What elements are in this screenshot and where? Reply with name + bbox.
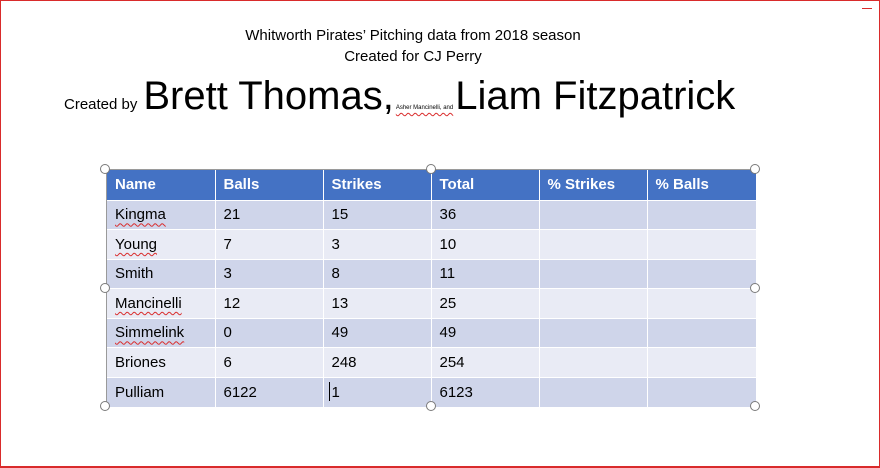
table-cell-name[interactable]: Kingma bbox=[107, 199, 216, 230]
slide-title[interactable]: Whitworth Pirates’ Pitching data from 20… bbox=[245, 27, 581, 44]
table-cell-pct-strikes[interactable] bbox=[539, 317, 648, 348]
table-row: Pulliam 6122 1 6123 bbox=[107, 376, 756, 407]
table-cell-pct-balls[interactable] bbox=[647, 347, 756, 377]
column-header[interactable]: Name bbox=[107, 170, 216, 200]
author-brett-thomas: Brett Thomas, bbox=[143, 74, 394, 118]
table-row: Smith 3 8 11 bbox=[107, 258, 756, 289]
table-row: Simmelink 0 49 49 bbox=[107, 317, 756, 348]
table-cell-strikes[interactable]: 15 bbox=[323, 199, 432, 230]
table-cell-name[interactable]: Pulliam bbox=[107, 376, 216, 407]
byline[interactable]: Created by Brett Thomas, Asher Mancinelli,… bbox=[64, 74, 735, 122]
table-cell-strikes[interactable]: 8 bbox=[323, 258, 432, 289]
table-cell-balls[interactable]: 12 bbox=[215, 288, 324, 318]
resize-handle-middle-right[interactable] bbox=[750, 283, 760, 293]
pitching-table[interactable]: Name Balls Strikes Total% Strikes% Balls Ki… bbox=[106, 169, 756, 407]
byline-prefix: Created by bbox=[64, 96, 138, 113]
table-cell-total[interactable]: 25 bbox=[431, 288, 540, 318]
table-cell-total[interactable]: 10 bbox=[431, 229, 540, 259]
table-cell-balls[interactable]: 6122 bbox=[215, 376, 324, 407]
table-cell-pct-strikes[interactable] bbox=[539, 347, 648, 377]
table-row: Briones 6 248 254 bbox=[107, 347, 756, 377]
table-cell-name[interactable]: Mancinelli bbox=[107, 288, 216, 318]
table-cell-total[interactable]: 6123 bbox=[431, 376, 540, 407]
resize-handle-top-right[interactable] bbox=[750, 164, 760, 174]
table-cell-pct-balls[interactable] bbox=[647, 258, 756, 289]
table-cell-balls[interactable]: 6 bbox=[215, 347, 324, 377]
table-cell-balls[interactable]: 21 bbox=[215, 199, 324, 230]
table-cell-name[interactable]: Young bbox=[107, 229, 216, 259]
table-cell-pct-balls[interactable] bbox=[647, 376, 756, 407]
table-cell-name[interactable]: Briones bbox=[107, 347, 216, 377]
table-row: Mancinelli 12 13 25 bbox=[107, 288, 756, 318]
table-header-row: Name Balls Strikes Total% Strikes% Balls bbox=[107, 170, 756, 200]
resize-handle-top-center[interactable] bbox=[426, 164, 436, 174]
table-cell-pct-strikes[interactable] bbox=[539, 258, 648, 289]
table-cell-strikes[interactable]: 3 bbox=[323, 229, 432, 259]
table-cell-pct-strikes[interactable] bbox=[539, 199, 648, 230]
table-cell-pct-balls[interactable] bbox=[647, 199, 756, 230]
table-cell-pct-strikes[interactable] bbox=[539, 288, 648, 318]
table-cell-pct-strikes[interactable] bbox=[539, 229, 648, 259]
resize-handle-middle-left[interactable] bbox=[100, 283, 110, 293]
table-cell-pct-balls[interactable] bbox=[647, 317, 756, 348]
table-cell-pct-balls[interactable] bbox=[647, 288, 756, 318]
table-cell-strikes[interactable]: 1 bbox=[323, 376, 432, 407]
column-header[interactable]: Balls bbox=[215, 170, 324, 200]
table-cell-total[interactable]: 254 bbox=[431, 347, 540, 377]
table-row: Young 7 3 10 bbox=[107, 229, 756, 259]
column-header[interactable]: Total bbox=[431, 170, 540, 200]
resize-handle-top-left[interactable] bbox=[100, 164, 110, 174]
table-cell-total[interactable]: 11 bbox=[431, 258, 540, 289]
frame-accent-line bbox=[862, 8, 872, 9]
table-cell-pct-balls[interactable] bbox=[647, 229, 756, 259]
column-header[interactable]: % Strikes bbox=[539, 170, 648, 200]
table-cell-total[interactable]: 49 bbox=[431, 317, 540, 348]
table-cell-balls[interactable]: 7 bbox=[215, 229, 324, 259]
table-cell-strikes[interactable]: 13 bbox=[323, 288, 432, 318]
table-cell-name[interactable]: Simmelink bbox=[107, 317, 216, 348]
table-cell-balls[interactable]: 0 bbox=[215, 317, 324, 348]
text-cursor bbox=[329, 382, 330, 401]
column-header[interactable]: % Balls bbox=[647, 170, 756, 200]
table-cell-pct-strikes[interactable] bbox=[539, 376, 648, 407]
table-cell-strikes[interactable]: 49 bbox=[323, 317, 432, 348]
table-cell-total[interactable]: 36 bbox=[431, 199, 540, 230]
column-header[interactable]: Strikes bbox=[323, 170, 432, 200]
table-cell-strikes[interactable]: 248 bbox=[323, 347, 432, 377]
table-cell-name[interactable]: Smith bbox=[107, 258, 216, 289]
resize-handle-bottom-right[interactable] bbox=[750, 401, 760, 411]
slide-subtitle[interactable]: Created for CJ Perry bbox=[344, 48, 482, 65]
table-row: Kingma 21 15 36 bbox=[107, 199, 756, 230]
resize-handle-bottom-center[interactable] bbox=[426, 401, 436, 411]
resize-handle-bottom-left[interactable] bbox=[100, 401, 110, 411]
author-liam-fitzpatrick: Liam Fitzpatrick bbox=[455, 74, 736, 118]
author-asher-mancinelli: Asher Mancinelli, and bbox=[395, 105, 454, 111]
table-cell-balls[interactable]: 3 bbox=[215, 258, 324, 289]
